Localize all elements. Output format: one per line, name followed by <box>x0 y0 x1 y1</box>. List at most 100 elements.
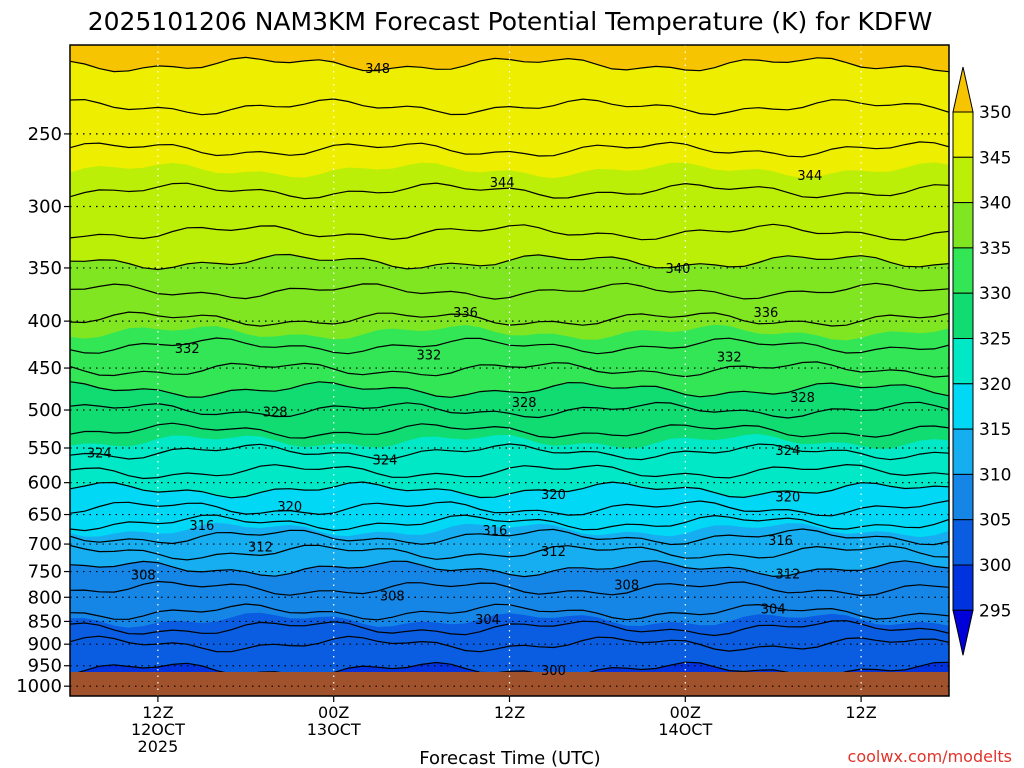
isentrope-312 <box>70 544 949 561</box>
x-axis-title: Forecast Time (UTC) <box>419 748 600 768</box>
y-tick-label-800: 800 <box>28 587 62 608</box>
y-tick-label-500: 500 <box>28 400 62 421</box>
x-tick-label-0-0: 12Z <box>142 703 173 722</box>
x-tick-label-3-1: 14OCT <box>658 720 712 739</box>
colorbar: 350 345 340 335 330 325 320 315 310 305 300 295 <box>952 66 1011 656</box>
contour-label-332: 332 <box>175 342 200 357</box>
y-tick-label-900: 900 <box>28 634 62 655</box>
colorbar-bin-305 <box>952 519 974 566</box>
y-tick-label-950: 950 <box>28 656 62 677</box>
isentrope-342 <box>70 223 949 241</box>
contour-label-328: 328 <box>263 406 288 421</box>
contour-label-312: 312 <box>775 568 800 583</box>
contour-label-304: 304 <box>475 613 500 628</box>
x-tick-label-0-1: 12OCT <box>131 720 185 739</box>
contour-label-332: 332 <box>417 349 442 364</box>
colorbar-label-305: 305 <box>979 511 1011 531</box>
colorbar-label-330: 330 <box>979 284 1011 304</box>
credit-link[interactable]: coolwx.com/modelts <box>848 747 1012 766</box>
colorbar-label-310: 310 <box>979 465 1011 485</box>
chart-title: 2025101206 NAM3KM Forecast Potential Tem… <box>88 7 933 36</box>
contour-label-300: 300 <box>541 664 566 679</box>
isentrope-324 <box>70 443 949 461</box>
isentrope-326 <box>70 422 949 439</box>
colorbar-bin-315 <box>952 428 974 475</box>
y-tick-label-1000: 1000 <box>16 676 62 697</box>
contour-label-316: 316 <box>768 534 793 549</box>
y-tick-label-650: 650 <box>28 505 62 526</box>
contour-labels: 348 344 344 340 336 336 332 332 332 328 328 328 324 3… <box>87 62 822 679</box>
contour-label-308: 308 <box>614 579 639 594</box>
isentrope-314 <box>70 528 949 546</box>
y-tick-label-300: 300 <box>28 197 62 218</box>
contour-label-320: 320 <box>775 490 800 505</box>
contour-label-348: 348 <box>365 62 390 77</box>
colorbar-bin-300 <box>952 564 974 611</box>
colorbar-label-315: 315 <box>979 420 1011 440</box>
x-tick-label-4-0: 12Z <box>845 703 876 722</box>
contour-label-344: 344 <box>490 176 515 191</box>
colorbar-label-345: 345 <box>979 148 1011 168</box>
isentrope-348 <box>70 98 949 116</box>
colorbar-bin-320 <box>952 383 974 430</box>
colorbar-bin-335 <box>952 247 974 294</box>
colorbar-bin-310 <box>952 473 974 521</box>
y-tick-label-850: 850 <box>28 611 62 632</box>
isentrope-330 <box>70 381 949 398</box>
contour-label-328: 328 <box>512 396 537 411</box>
x-tick-label-1-1: 13OCT <box>307 720 361 739</box>
y-tick-label-600: 600 <box>28 473 62 494</box>
isentrope-338 <box>70 282 949 300</box>
pressure-axis: 2503003504004505005506006507007508008509… <box>16 124 70 697</box>
colorbar-label-335: 335 <box>979 239 1011 259</box>
colorbar-bin-350 <box>952 111 974 158</box>
contour-label-324: 324 <box>373 453 398 468</box>
contour-label-336: 336 <box>753 306 778 321</box>
contour-label-316: 316 <box>189 519 214 534</box>
contour-label-320: 320 <box>277 500 302 515</box>
colorbar-bin-330 <box>952 292 974 340</box>
contour-label-308: 308 <box>131 569 156 584</box>
colorbar-label-350: 350 <box>979 103 1011 123</box>
x-tick-label-2-0: 12Z <box>494 703 525 722</box>
contour-label-340: 340 <box>666 262 691 277</box>
colorbar-bin-340 <box>952 202 974 249</box>
contour-label-324: 324 <box>775 444 800 459</box>
y-tick-label-750: 750 <box>28 562 62 583</box>
grid-lines <box>70 45 949 696</box>
colorbar-max-arrow <box>952 66 974 113</box>
colorbar-label-300: 300 <box>979 556 1011 576</box>
y-tick-label-400: 400 <box>28 311 62 332</box>
contour-label-336: 336 <box>453 306 478 321</box>
contour-label-312: 312 <box>541 545 566 560</box>
y-tick-label-550: 550 <box>28 438 62 459</box>
contour-label-328: 328 <box>790 391 815 406</box>
y-tick-label-450: 450 <box>28 358 62 379</box>
contour-label-312: 312 <box>248 540 273 555</box>
isentrope-346 <box>70 141 949 158</box>
isentrope-316 <box>70 514 949 532</box>
colorbar-bin-325 <box>952 338 974 385</box>
colorbar-label-295: 295 <box>979 601 1011 621</box>
contour-label-332: 332 <box>717 350 742 365</box>
y-tick-label-700: 700 <box>28 534 62 555</box>
colorbar-label-320: 320 <box>979 375 1011 395</box>
contour-label-320: 320 <box>541 488 566 503</box>
theta-fill-bands <box>70 45 949 696</box>
isentrope-310 <box>70 560 949 578</box>
contour-label-324: 324 <box>87 446 112 461</box>
colorbar-label-340: 340 <box>979 194 1011 214</box>
isentrope-318 <box>70 500 949 517</box>
x-tick-label-3-0: 00Z <box>670 703 701 722</box>
colorbar-label-325: 325 <box>979 330 1011 350</box>
y-tick-label-350: 350 <box>28 258 62 279</box>
y-tick-label-250: 250 <box>28 124 62 145</box>
isentrope-302 <box>70 635 949 653</box>
contour-label-308: 308 <box>380 589 405 604</box>
isentrope-332 <box>70 361 949 378</box>
contour-label-304: 304 <box>761 603 786 618</box>
isentrope-308 <box>70 580 949 597</box>
colorbar-min-arrow <box>952 609 974 656</box>
x-tick-label-1-0: 00Z <box>318 703 349 722</box>
